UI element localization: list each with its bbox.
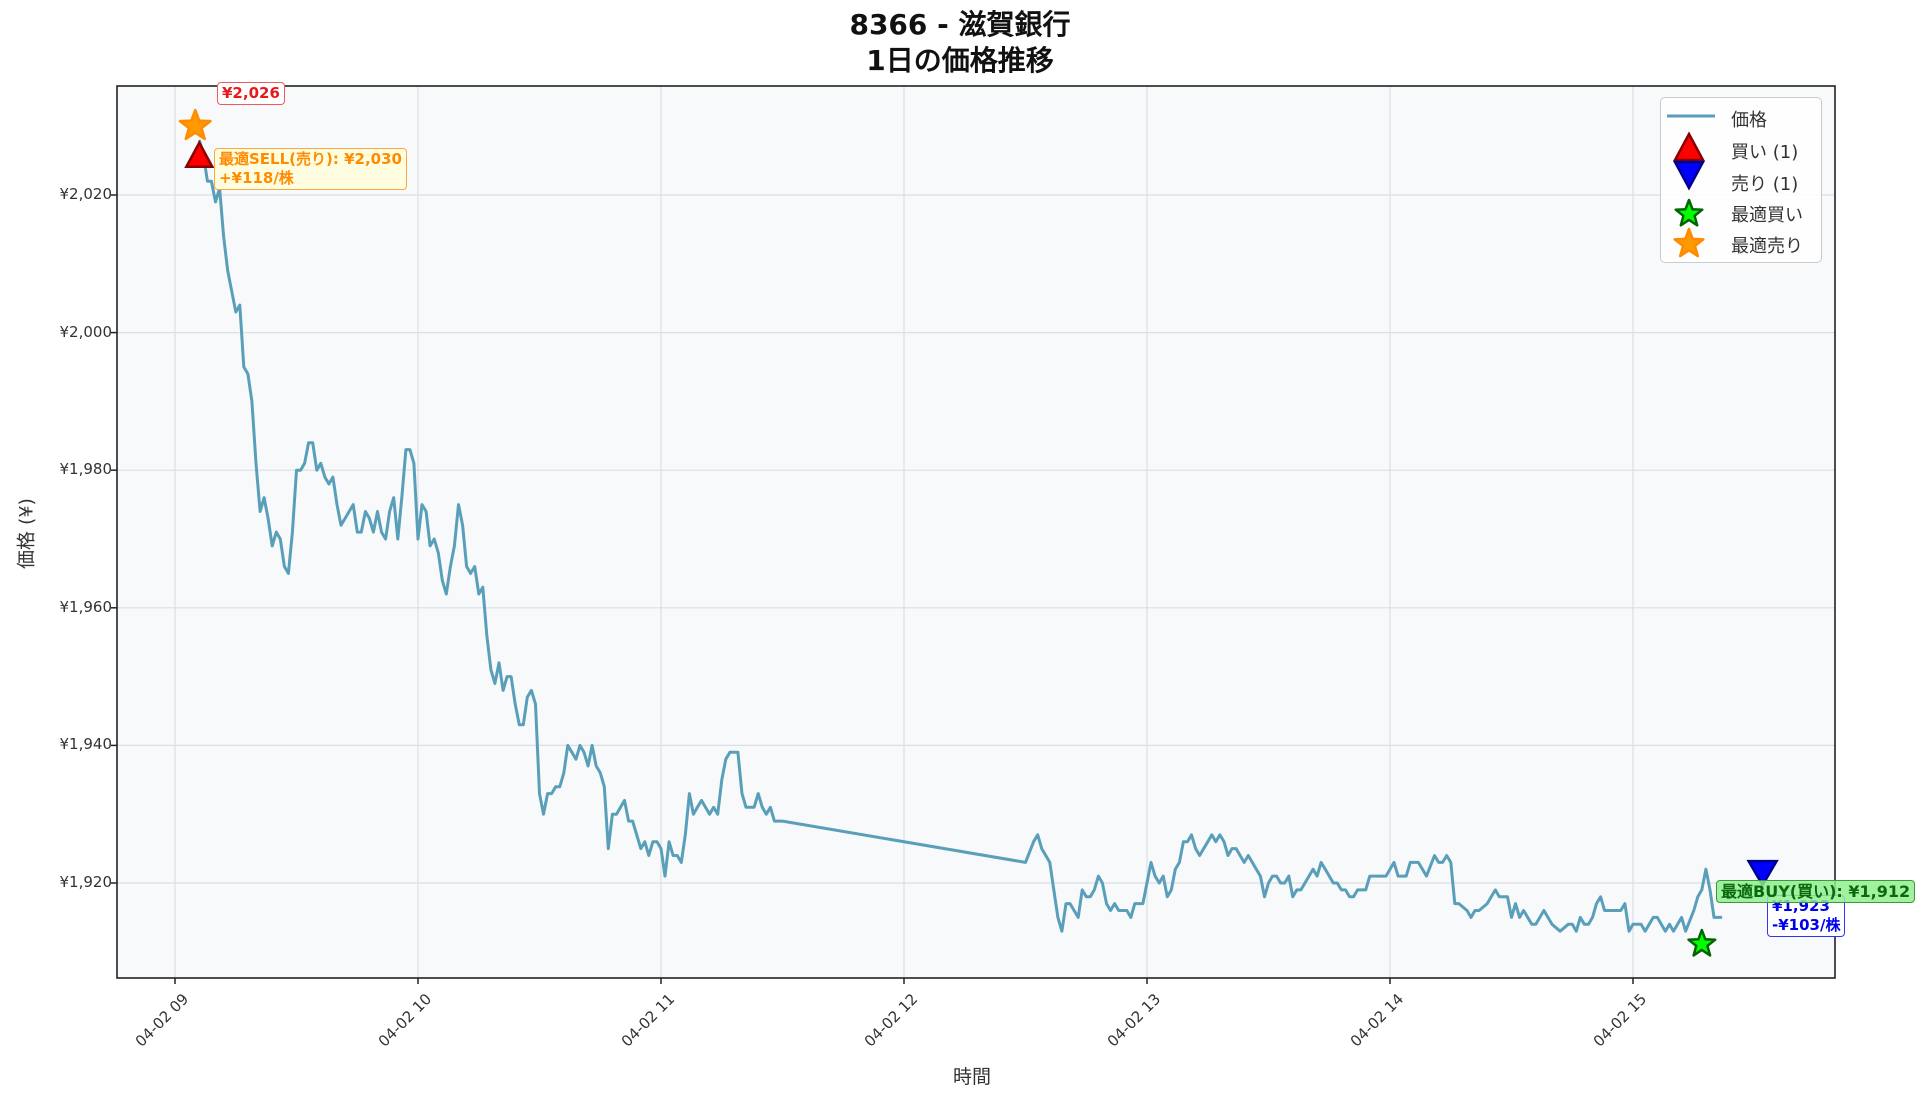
plot-area (117, 86, 1835, 978)
y-tick-label: ¥1,980 (59, 460, 113, 479)
x-axis-label: 時間 (953, 1066, 992, 1088)
buy-marker-icon (184, 140, 215, 168)
y-tick-label: ¥1,920 (59, 873, 113, 891)
plot-frame (116, 85, 1836, 979)
y-tick-label: ¥2,020 (59, 185, 113, 203)
y-tick-label: ¥1,960 (59, 597, 113, 616)
y-axis-label: 価格 (¥) (15, 498, 38, 569)
legend-star-green-icon (1674, 198, 1704, 227)
optimal-sell-annotation: 最適SELL(売り): ¥2,030 +¥118/株 (214, 148, 407, 190)
legend-item-sell: 売り (1) (1731, 174, 1799, 195)
y-tick-label: ¥1,940 (59, 735, 113, 754)
legend-triangle-down-icon (1672, 160, 1706, 191)
legend-star-orange-shape (1673, 227, 1705, 258)
sell-annotation-line2: -¥103/株 (1772, 916, 1841, 934)
chart-title-line1: 8366 - 滋賀銀行 (849, 8, 1071, 41)
legend-triangle-up-icon (1672, 131, 1706, 162)
sell-marker-icon (1746, 859, 1779, 888)
optimal-buy-annotation: 最適BUY(買い): ¥1,912 (1716, 880, 1916, 903)
optimal-sell-annotation-line2: +¥118/株 (219, 169, 294, 187)
legend-item-buy: 買い (1) (1731, 142, 1799, 163)
legend-markers (1667, 114, 1715, 258)
legend-star-green-shape (1674, 198, 1704, 227)
y-tick-label: ¥2,000 (59, 322, 113, 341)
legend-item-optimal-sell: 最適売り (1731, 236, 1803, 257)
optimal-sell-star-icon (178, 108, 212, 141)
legend-item-price: 価格 (1731, 110, 1767, 131)
legend-star-orange-icon (1673, 227, 1705, 258)
optimal-buy-star-icon (1687, 928, 1717, 957)
legend: 価格 買い (1) 売り (1) 最適買い 最適売り (1660, 97, 1822, 263)
price-line (197, 139, 1723, 933)
buy-price-annotation: ¥2,026 (217, 82, 285, 105)
optimal-sell-annotation-line1: 最適SELL(売り): ¥2,030 (219, 150, 402, 168)
legend-item-optimal-buy: 最適買い (1731, 205, 1803, 226)
chart-title-line2: 1日の価格推移 (866, 44, 1054, 77)
